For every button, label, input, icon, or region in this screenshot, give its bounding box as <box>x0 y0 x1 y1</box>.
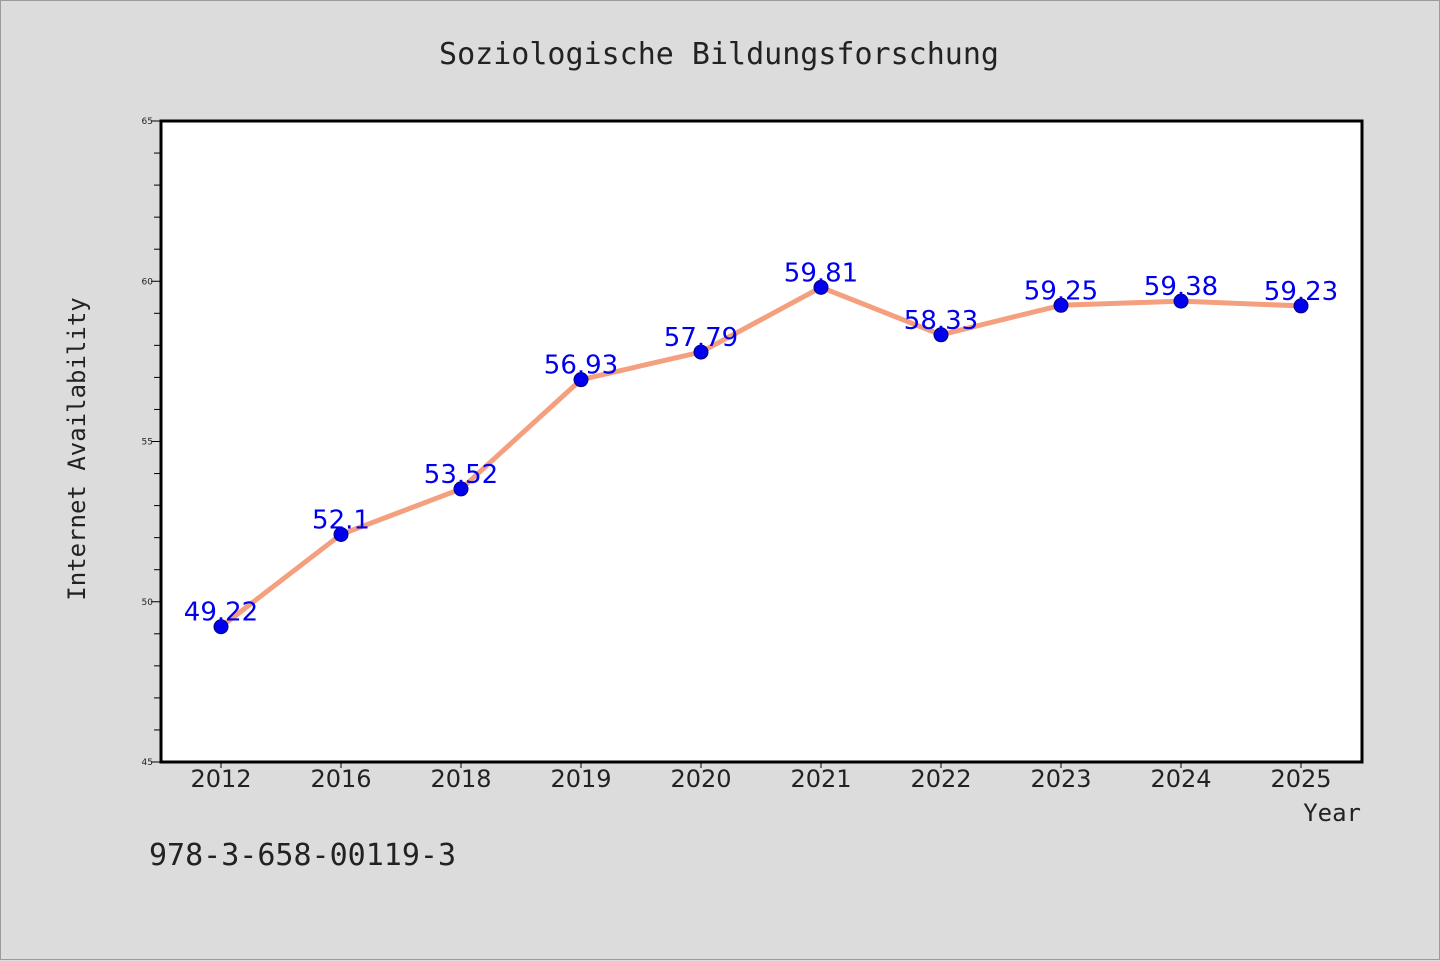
data-point <box>933 327 949 343</box>
x-tick-label: 2020 <box>670 765 731 793</box>
y-axis-ticks: 45 50 55 60 65 <box>142 117 161 768</box>
data-label: 59.23 <box>1264 277 1338 307</box>
data-point <box>213 619 229 635</box>
data-label: 53.52 <box>424 460 498 490</box>
data-point <box>1173 293 1189 309</box>
data-label: 56.93 <box>544 351 618 381</box>
x-tick-label: 2022 <box>910 765 971 793</box>
data-point <box>453 481 469 497</box>
isbn-footer: 978-3-658-00119-3 <box>149 838 456 873</box>
y-tick-label: 65 <box>142 117 153 127</box>
y-tick-label: 60 <box>142 277 154 287</box>
chart-title: Soziologische Bildungsforschung <box>439 37 999 72</box>
x-axis-ticks: 2012 2016 2018 2019 2020 2021 2022 2023 2024 2025 <box>190 762 1332 793</box>
y-tick-label: 55 <box>142 438 153 448</box>
data-point <box>693 344 709 360</box>
data-label: 59.25 <box>1024 276 1098 306</box>
x-tick-label: 2025 <box>1270 765 1331 793</box>
data-point <box>1053 297 1069 313</box>
data-label: 52.1 <box>312 505 370 535</box>
plot-area <box>159 119 1364 764</box>
x-tick-label: 2016 <box>310 765 371 793</box>
y-tick-label: 45 <box>142 758 153 768</box>
data-label: 58.33 <box>904 306 978 336</box>
data-label: 59.38 <box>1144 272 1218 302</box>
x-tick-label: 2023 <box>1030 765 1091 793</box>
y-axis-label: Internet Availability <box>63 297 91 600</box>
data-labels: 49.22 52.1 53.52 56.93 57.79 59.81 58.33 59.25 5… <box>184 258 1338 627</box>
series-line-group <box>218 284 1304 630</box>
data-label: 49.22 <box>184 598 258 628</box>
data-markers <box>213 279 1309 635</box>
x-axis-label: Year <box>1303 799 1361 827</box>
x-tick-label: 2012 <box>190 765 251 793</box>
x-tick-label: 2019 <box>550 765 611 793</box>
series-line <box>218 284 1304 630</box>
data-point <box>813 279 829 295</box>
data-point <box>573 372 589 388</box>
x-tick-label: 2021 <box>790 765 851 793</box>
data-point <box>1293 298 1309 314</box>
y-tick-label: 50 <box>142 598 154 608</box>
data-label: 57.79 <box>664 323 738 353</box>
x-tick-label: 2024 <box>1150 765 1211 793</box>
data-label: 59.81 <box>784 258 858 288</box>
x-tick-label: 2018 <box>430 765 491 793</box>
data-point <box>333 526 349 542</box>
